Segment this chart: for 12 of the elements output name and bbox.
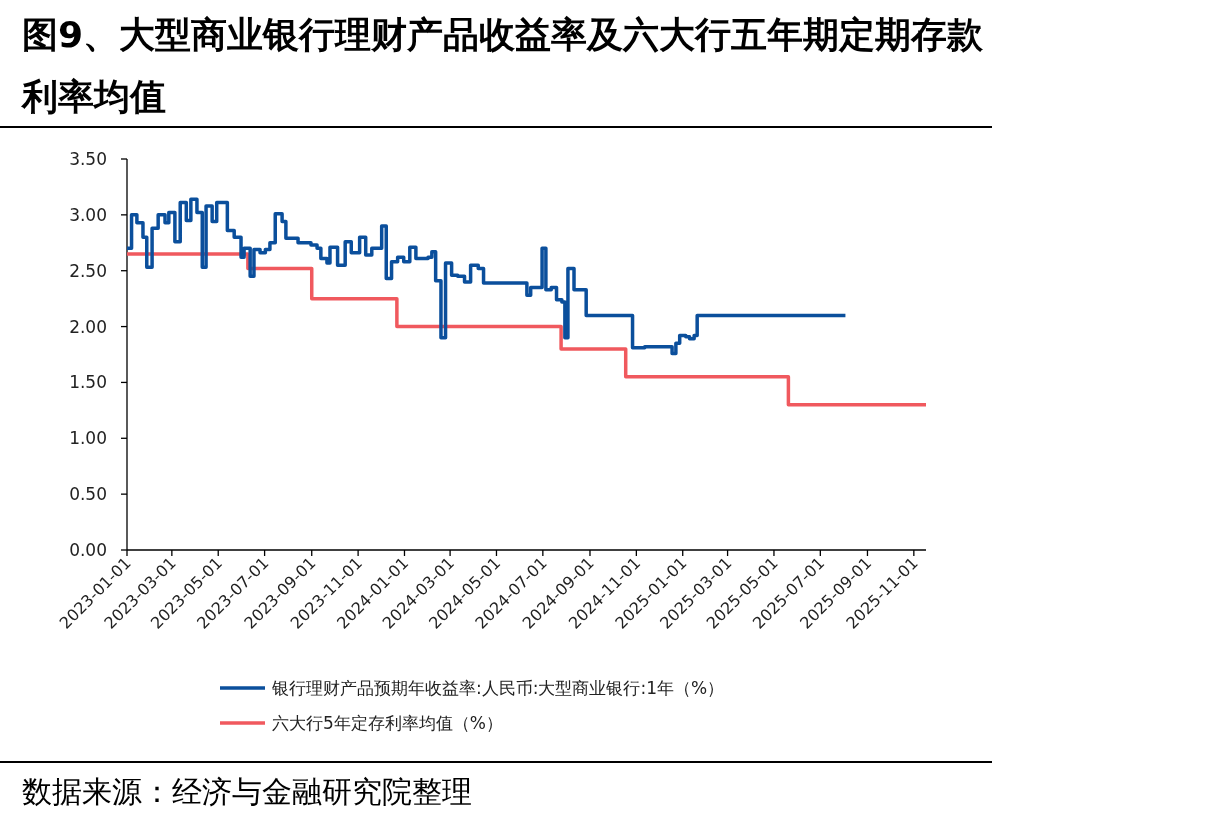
y-tick-label: 1.50 [69,372,107,393]
legend-label: 银行理财产品预期年收益率:人民币:大型商业银行:1年（%） [271,678,725,698]
chart-title: 图9、大型商业银行理财产品收益率及六大行五年期定期存款利率均值 [22,13,985,119]
y-tick-label: 2.00 [69,316,107,337]
y-tick-label: 1.00 [69,428,107,449]
y-tick-label: 3.50 [69,149,107,169]
y-tick-label: 0.50 [69,484,107,505]
y-tick-label: 3.00 [69,204,107,225]
legend-label: 六大行5年定存利率均值（%） [272,713,503,733]
source-note: 数据来源：经济与金融研究院整理 [22,773,472,811]
y-tick-label: 0.00 [69,540,107,560]
y-tick-label: 2.50 [69,260,107,281]
